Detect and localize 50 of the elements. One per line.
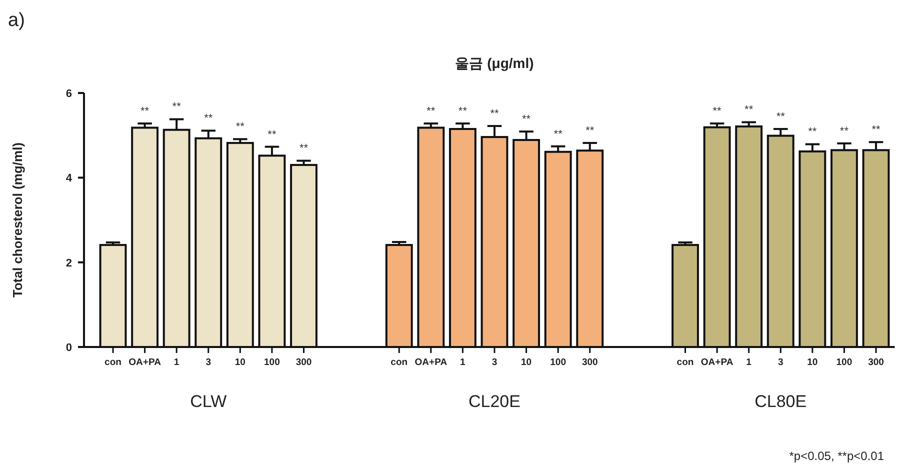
data-label: ** xyxy=(236,121,246,134)
data-label: ** xyxy=(299,142,309,155)
x-tick-label: con xyxy=(676,357,694,368)
x-tick-label: 10 xyxy=(521,357,532,368)
x-tick-label: 10 xyxy=(807,357,818,368)
data-label: ** xyxy=(268,128,277,141)
data-label: ** xyxy=(140,105,150,118)
y-tick-label: 4 xyxy=(66,172,73,185)
x-tick-label: 3 xyxy=(778,357,784,368)
x-tick-label: 3 xyxy=(206,357,212,368)
y-axis-title: Total choresterol (mg/ml) xyxy=(10,142,25,298)
x-tick-label: OA+PA xyxy=(700,357,734,368)
data-label: ** xyxy=(554,128,564,140)
x-tick-label: con xyxy=(390,357,408,368)
data-label: ** xyxy=(776,110,786,123)
data-label: ** xyxy=(808,126,818,138)
text: CL80E xyxy=(754,392,807,411)
x-tick-label: OA+PA xyxy=(128,357,162,368)
x-tick-label: 300 xyxy=(582,357,598,368)
data-label: ** xyxy=(458,105,468,118)
x-tick-label: 1 xyxy=(460,357,466,368)
x-tick-label: 300 xyxy=(868,357,884,368)
text: CL20E xyxy=(468,392,520,411)
data-label: ** xyxy=(712,105,722,118)
text: *p<0.05, **p<0.01 xyxy=(789,449,884,463)
x-tick-label: 300 xyxy=(296,357,312,368)
x-tick-label: 3 xyxy=(492,357,498,368)
x-tick-label: OA+PA xyxy=(414,357,448,368)
y-tick-label: 0 xyxy=(66,342,72,354)
x-tick-label: 1 xyxy=(174,357,180,368)
text: CLW xyxy=(190,392,227,411)
x-tick-label: 100 xyxy=(550,357,566,368)
x-tick-label: 1 xyxy=(746,357,752,368)
data-label: ** xyxy=(840,125,850,138)
y-tick-label: 6 xyxy=(66,88,72,100)
data-label: ** xyxy=(744,104,754,116)
data-label: ** xyxy=(872,124,881,136)
text: a) xyxy=(8,10,25,31)
data-label: ** xyxy=(172,101,182,114)
data-label: ** xyxy=(490,108,500,120)
data-label: ** xyxy=(426,105,436,118)
x-tick-label: 10 xyxy=(234,357,246,368)
x-tick-label: con xyxy=(104,357,122,368)
y-tick-label: 2 xyxy=(66,257,72,270)
chart-title: 울금 (μg/ml) xyxy=(455,55,534,71)
data-label: ** xyxy=(204,112,214,125)
data-label: ** xyxy=(586,124,595,137)
x-tick-label: 100 xyxy=(836,357,852,368)
x-tick-label: 100 xyxy=(264,357,280,368)
data-label: ** xyxy=(522,114,532,126)
